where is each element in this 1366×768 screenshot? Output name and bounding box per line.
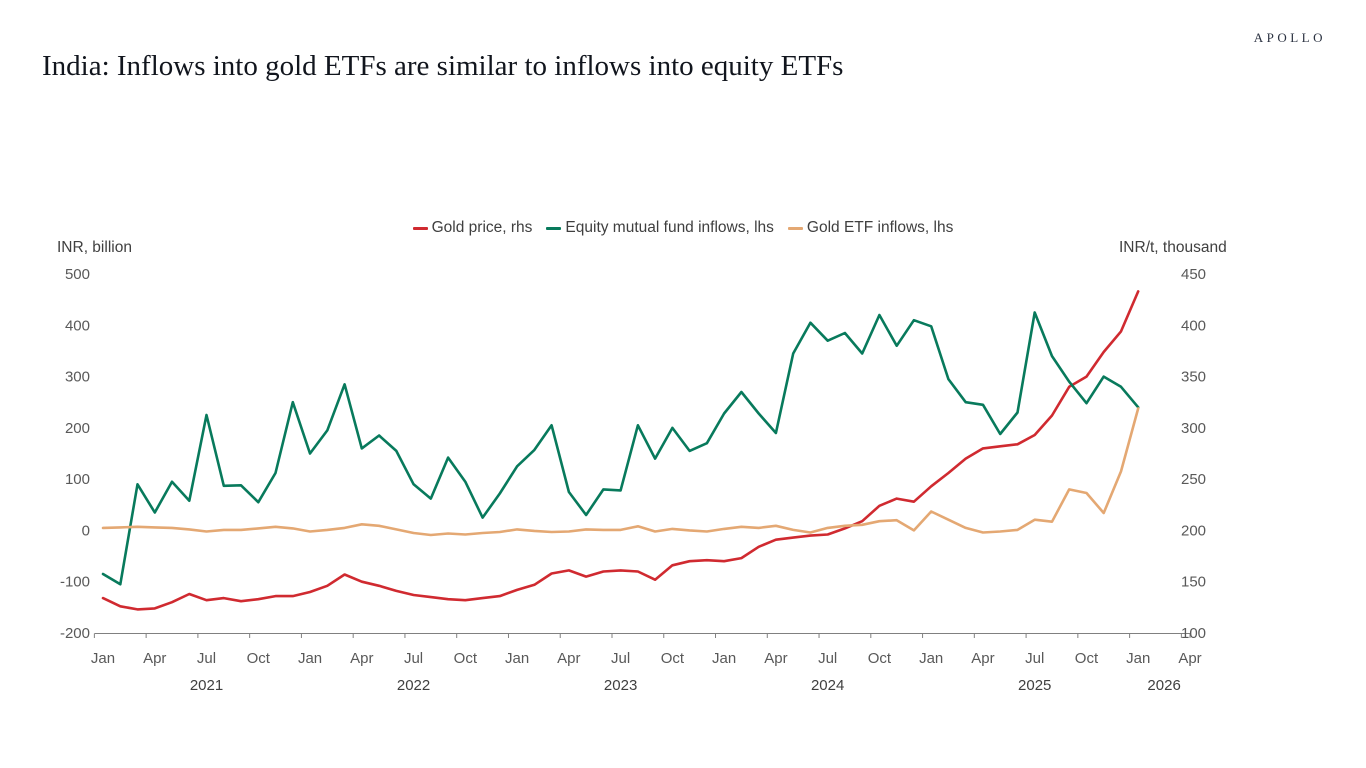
x-axis-month-label: Apr [1178, 650, 1201, 667]
left-axis-tick-label: 100 [65, 471, 90, 488]
legend-item-2: Equity mutual fund inflows, lhs [546, 219, 774, 237]
x-axis-month-label: Apr [143, 650, 166, 667]
right-axis-tick-label: 200 [1181, 522, 1206, 539]
x-axis-month-label: Jul [611, 650, 630, 667]
x-axis-month-label: Apr [557, 650, 580, 667]
right-axis-tick-label: 450 [1181, 266, 1206, 283]
x-axis-month-label: Jan [1126, 650, 1150, 667]
right-axis-tick-label: 400 [1181, 317, 1206, 334]
left-axis-tick-label: -100 [60, 574, 90, 591]
x-axis-year-label: 2022 [397, 677, 430, 694]
legend-label: Gold ETF inflows, lhs [806, 219, 954, 236]
left-axis-tick-label: 200 [65, 420, 90, 437]
x-axis-month-label: Apr [764, 650, 787, 667]
legend-item-1: Gold price, rhs [412, 219, 533, 237]
x-axis-year-label: 2023 [604, 677, 637, 694]
series-line-gold-price-rhs [101, 290, 1140, 611]
left-axis-tick-label: 0 [82, 522, 90, 539]
x-axis-month-label: Oct [454, 650, 478, 667]
apollo-logo: APOLLO [1253, 30, 1326, 45]
left-axis-title: INR, billion [57, 239, 132, 256]
legend-swatch [787, 226, 803, 230]
x-axis-month-label: Jan [505, 650, 529, 667]
series-line-gold-etf-inflows-lhs [101, 407, 1140, 537]
x-axis-year-label: 2021 [190, 677, 223, 694]
legend-label: Equity mutual fund inflows, lhs [565, 219, 774, 236]
x-axis-month-label: Jul [197, 650, 216, 667]
x-axis-month-label: Jan [298, 650, 322, 667]
x-axis-month-label: Apr [350, 650, 373, 667]
legend-label: Gold price, rhs [431, 219, 533, 236]
left-axis-tick-label: 400 [65, 317, 90, 334]
x-axis-month-label: Oct [661, 650, 685, 667]
right-axis-tick-label: 250 [1181, 471, 1206, 488]
legend-item-3: Gold ETF inflows, lhs [787, 219, 954, 237]
right-axis-tick-label: 350 [1181, 369, 1206, 386]
x-axis-month-label: Oct [1075, 650, 1099, 667]
right-axis-tick-label: 300 [1181, 420, 1206, 437]
left-axis-tick-label: 500 [65, 266, 90, 283]
left-axis-tick-label: -200 [60, 625, 90, 642]
x-axis-month-label: Apr [971, 650, 994, 667]
x-axis-month-label: Jan [919, 650, 943, 667]
legend-swatch [412, 226, 428, 230]
legend-swatch [546, 226, 562, 230]
x-axis-month-label: Oct [868, 650, 892, 667]
x-axis-month-label: Jul [1025, 650, 1044, 667]
x-axis-month-label: Jan [712, 650, 736, 667]
x-axis-year-label: 2024 [811, 677, 844, 694]
x-axis-month-label: Jan [91, 650, 115, 667]
left-axis-tick-label: 300 [65, 369, 90, 386]
series-line-equity-mutual-fund-inflows-lhs [101, 311, 1140, 586]
x-axis-month-label: Oct [247, 650, 271, 667]
x-axis-month-label: Jul [404, 650, 423, 667]
x-axis-month-label: Jul [818, 650, 837, 667]
page-title: India: Inflows into gold ETFs are simila… [42, 50, 844, 82]
right-axis-tick-label: 150 [1181, 574, 1206, 591]
x-axis-year-label: 2026 [1147, 677, 1180, 694]
right-axis-tick-label: 100 [1181, 625, 1206, 642]
x-axis-year-label: 2025 [1018, 677, 1051, 694]
right-axis-title: INR/t, thousand [1119, 239, 1227, 256]
chart-legend: Gold price, rhs Equity mutual fund inflow… [0, 219, 1366, 237]
